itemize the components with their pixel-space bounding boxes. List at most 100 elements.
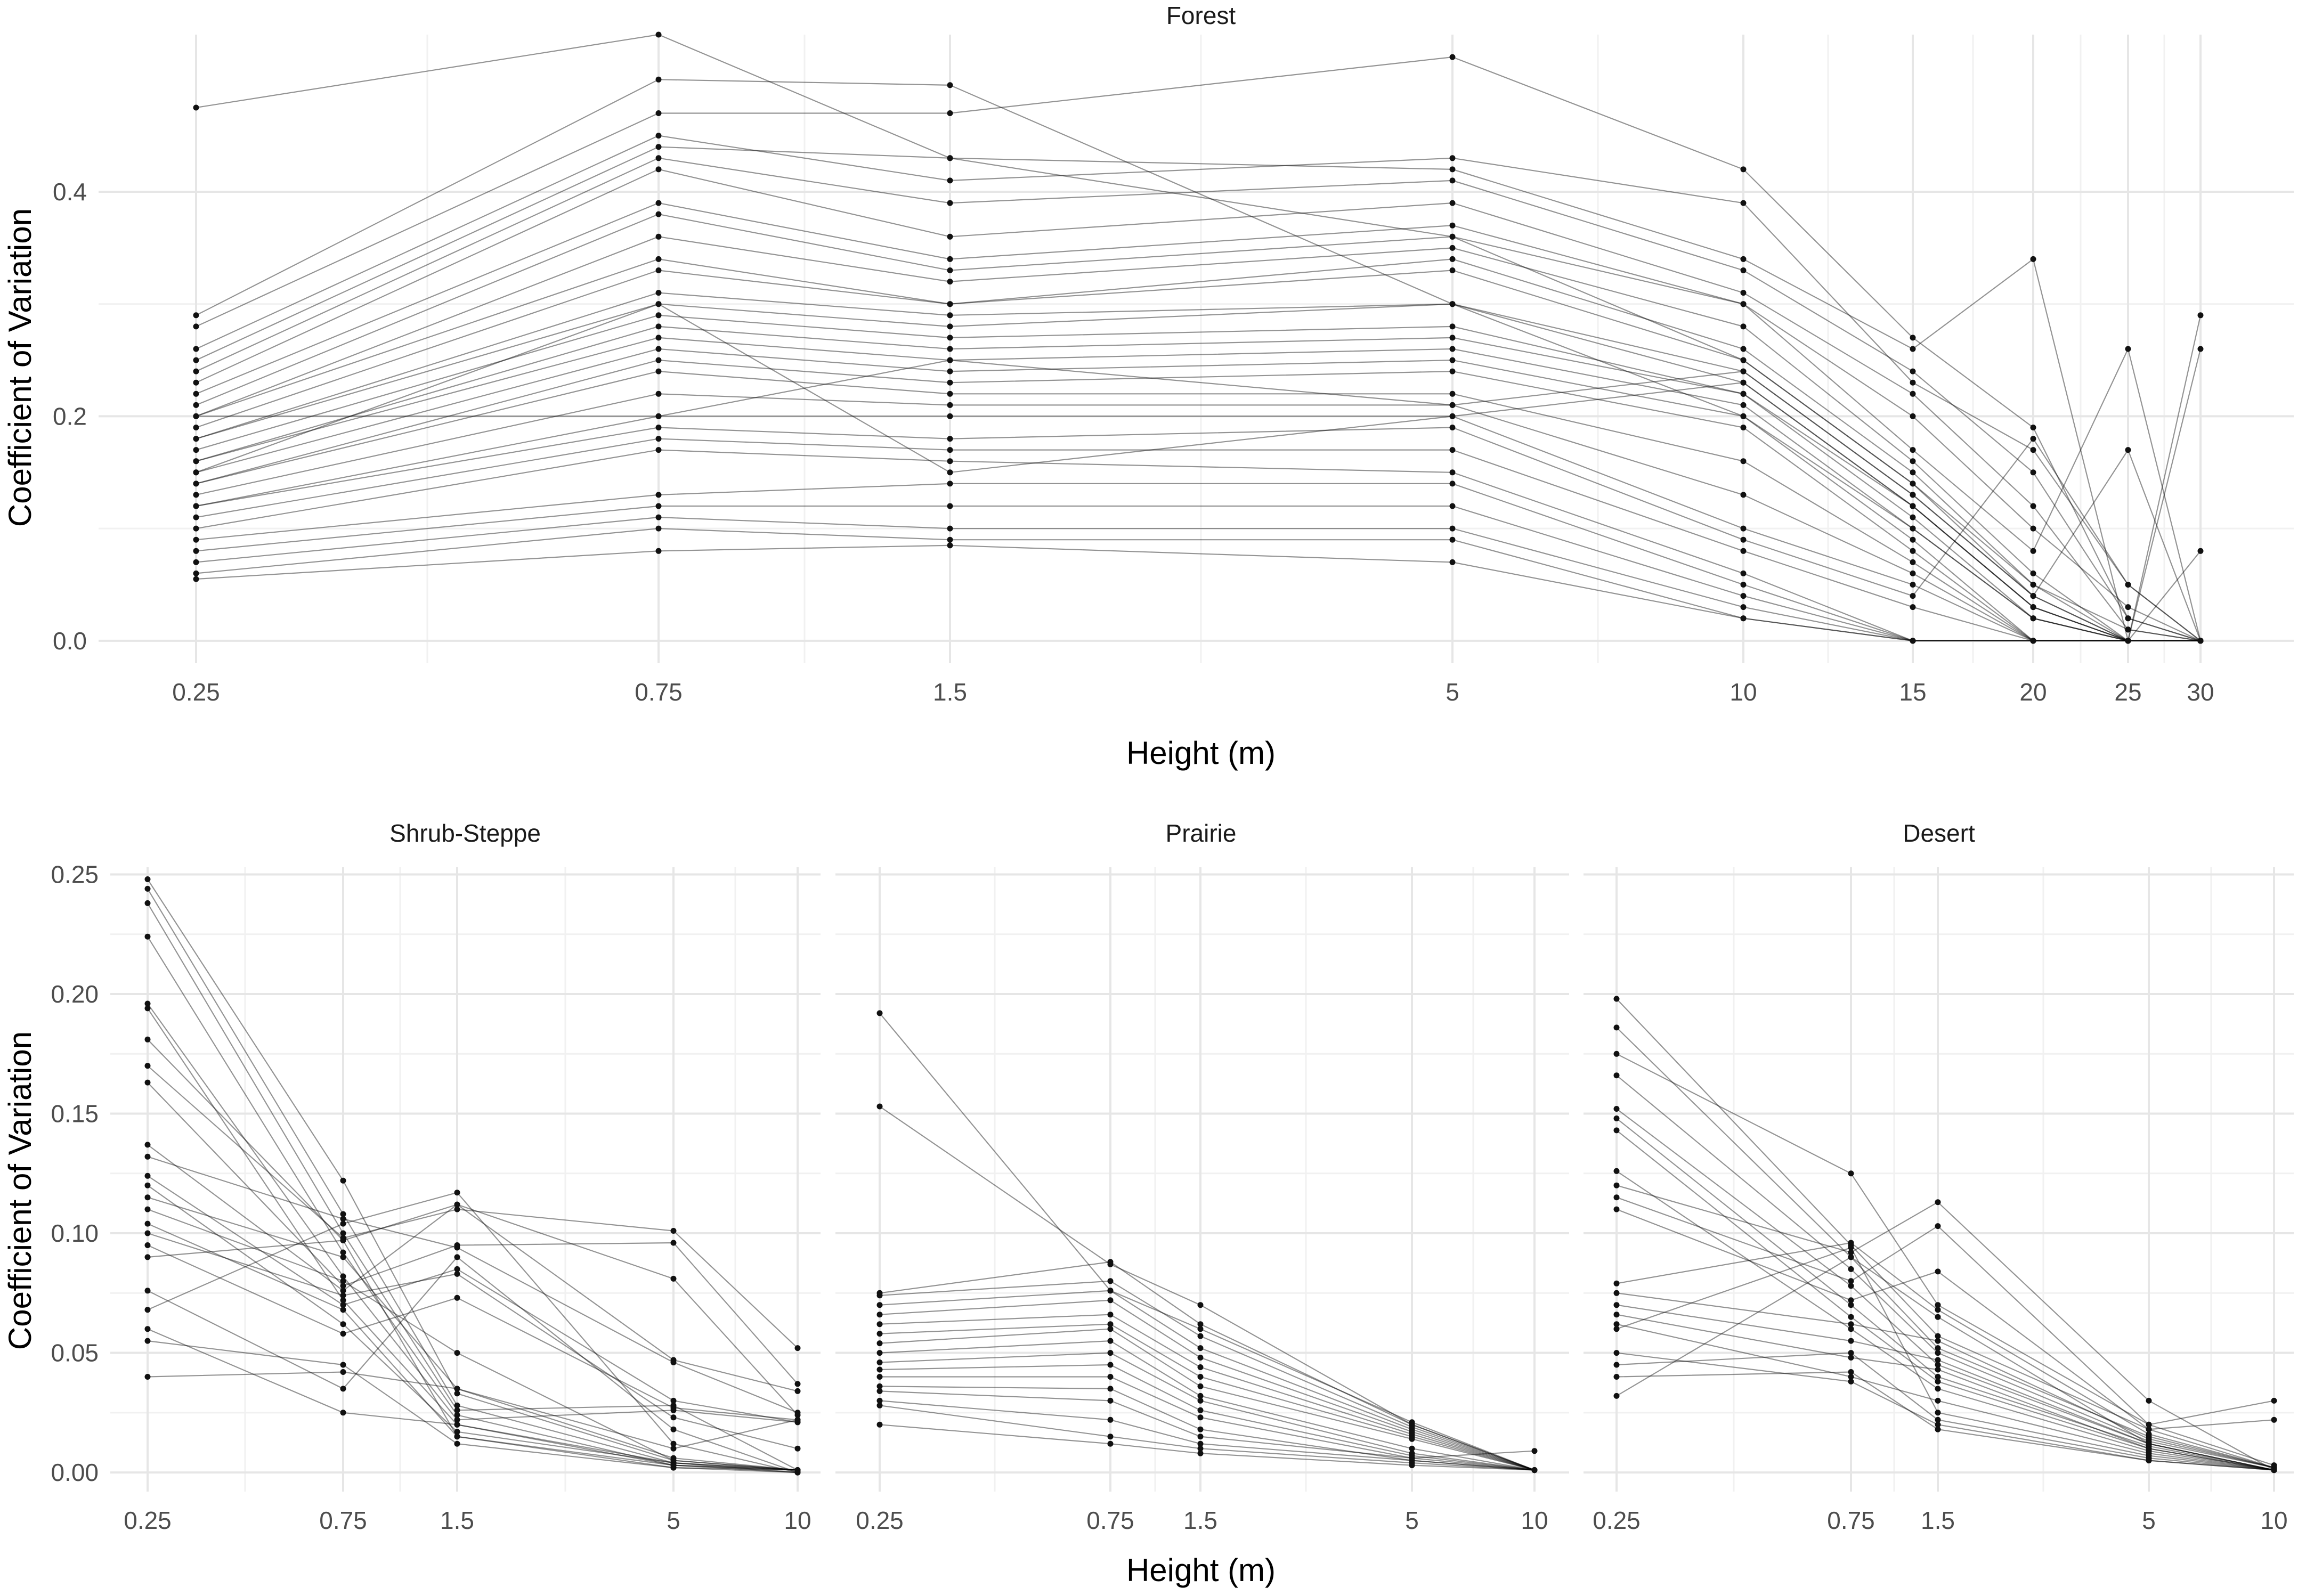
forest-data-point xyxy=(1449,357,1456,363)
shrub-steppe-data-point xyxy=(340,1278,346,1284)
forest-data-point xyxy=(1740,548,1747,554)
shrub-steppe-data-point xyxy=(454,1244,460,1251)
prairie-series-line xyxy=(879,1106,1535,1471)
forest-data-point xyxy=(1449,267,1456,273)
shrub-steppe-data-point xyxy=(340,1292,346,1299)
desert-data-point xyxy=(2271,1397,2277,1404)
shrub-steppe-data-point xyxy=(670,1440,677,1447)
forest-data-point xyxy=(1910,390,1916,397)
prairie-data-point xyxy=(1197,1374,1204,1380)
shrub-steppe-data-point xyxy=(144,1374,151,1380)
desert-data-point xyxy=(1613,1168,1620,1174)
forest-data-point xyxy=(655,514,662,520)
forest-data-point xyxy=(2030,615,2036,622)
forest-data-point xyxy=(947,402,953,408)
forest-data-point xyxy=(947,390,953,397)
shrub-steppe-x-tick-label: 1.5 xyxy=(440,1507,474,1534)
shrub-steppe-data-point xyxy=(670,1426,677,1432)
shrub-steppe-data-point xyxy=(340,1302,346,1308)
prairie-x-tick-label: 0.25 xyxy=(856,1507,904,1534)
forest-data-point xyxy=(2030,256,2036,262)
forest-data-point xyxy=(1740,357,1747,363)
desert-data-point xyxy=(1935,1386,1941,1392)
desert-data-point xyxy=(1848,1326,1854,1332)
desert-data-point xyxy=(2146,1440,2152,1447)
forest-data-point xyxy=(655,312,662,319)
shrub-steppe-data-point xyxy=(454,1434,460,1440)
shrub-steppe-y-tick-label: 0.25 xyxy=(51,860,99,888)
desert-data-point xyxy=(1613,996,1620,1002)
prairie-data-point xyxy=(1107,1440,1114,1447)
shrub-steppe-data-point xyxy=(454,1350,460,1356)
prairie-data-point xyxy=(876,1321,883,1328)
shrub-steppe-data-point xyxy=(794,1381,801,1387)
desert-data-point xyxy=(1613,1362,1620,1368)
prairie-series-line xyxy=(879,1013,1535,1471)
shrub-steppe-data-point xyxy=(144,1153,151,1160)
shrub-steppe-data-point xyxy=(340,1220,346,1227)
prairie-data-point xyxy=(1197,1407,1204,1413)
forest-data-point xyxy=(947,279,953,285)
forest-data-point xyxy=(193,413,199,419)
forest-data-point xyxy=(2030,638,2036,644)
prairie-series-line xyxy=(879,1386,1535,1471)
desert-data-point xyxy=(1848,1278,1854,1284)
desert-data-point xyxy=(1848,1355,1854,1361)
shrub-steppe-data-point xyxy=(340,1307,346,1313)
prairie-data-point xyxy=(1197,1445,1204,1452)
forest-data-point xyxy=(1740,290,1747,296)
desert-data-point xyxy=(1935,1345,1941,1351)
shrub-steppe-data-point xyxy=(340,1211,346,1217)
forest-data-point xyxy=(2030,593,2036,599)
shrub-steppe-data-point xyxy=(144,900,151,906)
forest-data-point xyxy=(193,525,199,532)
forest-x-tick-label: 0.75 xyxy=(635,678,683,706)
forest-data-point xyxy=(193,402,199,408)
shrub-steppe-data-point xyxy=(144,1338,151,1344)
forest-data-point xyxy=(655,144,662,150)
desert-x-tick-label: 0.75 xyxy=(1827,1507,1875,1534)
forest-data-point xyxy=(947,82,953,88)
shrub-steppe-data-point xyxy=(454,1266,460,1272)
forest-data-point xyxy=(193,447,199,453)
prairie-data-point xyxy=(1107,1312,1114,1318)
forest-data-point xyxy=(1449,256,1456,262)
forest-data-point xyxy=(193,559,199,565)
desert-data-point xyxy=(1613,1302,1620,1308)
prairie-data-point xyxy=(876,1340,883,1347)
prairie-data-point xyxy=(1531,1448,1538,1454)
prairie-data-point xyxy=(1107,1288,1114,1294)
prairie-data-point xyxy=(1107,1362,1114,1368)
desert-data-point xyxy=(2146,1436,2152,1442)
forest-data-point xyxy=(193,503,199,509)
forest-data-point xyxy=(1910,492,1916,498)
forest-data-point xyxy=(2125,346,2131,352)
desert-x-tick-label: 5 xyxy=(2142,1507,2156,1534)
shrub-steppe-data-point xyxy=(794,1410,801,1416)
forest-data-point xyxy=(655,290,662,296)
prairie-data-point xyxy=(876,1103,883,1110)
prairie-data-point xyxy=(1409,1445,1415,1452)
prairie-data-point xyxy=(1197,1434,1204,1440)
desert-data-point xyxy=(1935,1333,1941,1339)
desert-x-tick-label: 0.25 xyxy=(1593,1507,1641,1534)
prairie-data-point xyxy=(1197,1333,1204,1339)
forest-data-point xyxy=(1910,593,1916,599)
forest-x-tick-label: 5 xyxy=(1446,678,1459,706)
forest-data-point xyxy=(947,368,953,374)
shrub-steppe-data-point xyxy=(454,1190,460,1196)
forest-data-point xyxy=(2030,604,2036,610)
forest-data-point xyxy=(2125,626,2131,633)
forest-data-point xyxy=(1910,638,1916,644)
forest-data-point xyxy=(193,379,199,386)
forest-data-point xyxy=(193,390,199,397)
forest-data-point xyxy=(655,357,662,363)
forest-data-point xyxy=(193,312,199,319)
forest-data-point xyxy=(193,323,199,330)
shrub-steppe-data-point xyxy=(794,1388,801,1394)
forest-data-point xyxy=(193,481,199,487)
forest-data-point xyxy=(1910,447,1916,453)
forest-series-line xyxy=(196,202,2201,641)
prairie-data-point xyxy=(876,1388,883,1394)
